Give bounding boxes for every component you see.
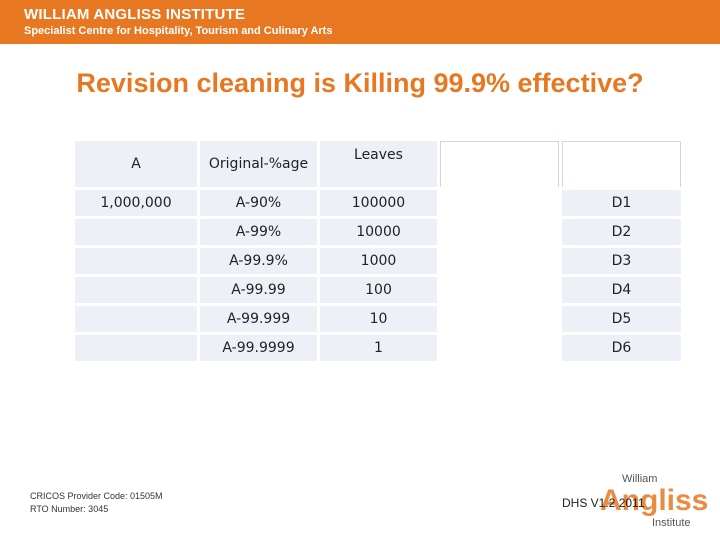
table-cell: D6 [562,335,681,361]
table-row: A-99.999 10 D5 [75,306,681,332]
table-row: A-99% 10000 D2 [75,219,681,245]
table-header-row: A Original-%age Leaves [75,141,681,187]
table-header-cell: A [75,141,197,187]
table-header-cell: Leaves [320,141,437,187]
table-cell [75,219,197,245]
table-cell [440,190,559,216]
table-cell: D1 [562,190,681,216]
cricos-code: CRICOS Provider Code: 01505M [30,491,163,501]
table-cell: 100000 [320,190,437,216]
table-cell: 100 [320,277,437,303]
table-cell: D3 [562,248,681,274]
table-row: A-99.99 100 D4 [75,277,681,303]
table-cell: D4 [562,277,681,303]
logo-middle-text: Angliss [600,484,708,517]
table-cell: D2 [562,219,681,245]
table-cell [440,335,559,361]
institute-name: WILLIAM ANGLISS INSTITUTE [24,6,246,23]
table-cell: 1,000,000 [75,190,197,216]
table-cell [75,335,197,361]
table-cell: A-90% [200,190,317,216]
version-label: DHS V1.2 2011 [562,496,645,510]
table-cell [75,306,197,332]
institute-tagline: Specialist Centre for Hospitality, Touri… [24,25,333,37]
table-cell [440,248,559,274]
table-cell: A-99.9999 [200,335,317,361]
logo-top-text: William [622,473,657,485]
table-row: A-99.9999 1 D6 [75,335,681,361]
data-table: A Original-%age Leaves 1,000,000 A-90% 1… [72,138,684,364]
table-cell: A-99.999 [200,306,317,332]
slide-title: Revision cleaning is Killing 99.9% effec… [76,68,644,98]
table-cell: A-99% [200,219,317,245]
table-header-cell [440,141,559,187]
table-cell [75,248,197,274]
table-cell: 10 [320,306,437,332]
table-cell [440,219,559,245]
header-banner: WILLIAM ANGLISS INSTITUTE Specialist Cen… [0,0,720,44]
logo-bottom-text: Institute [652,517,691,529]
table-cell: 10000 [320,219,437,245]
table-cell [440,277,559,303]
william-angliss-logo: William Angliss Institute [600,473,708,529]
table-row: 1,000,000 A-90% 100000 D1 [75,190,681,216]
table-cell: A-99.99 [200,277,317,303]
table-row: A-99.9% 1000 D3 [75,248,681,274]
table-cell: 1 [320,335,437,361]
footer-provider-info: CRICOS Provider Code: 01505M RTO Number:… [30,490,163,516]
table-header-cell [562,141,681,187]
table-cell [75,277,197,303]
table-cell [440,306,559,332]
rto-number: RTO Number: 3045 [30,504,109,514]
table-cell: D5 [562,306,681,332]
table-cell: A-99.9% [200,248,317,274]
table-header-cell: Original-%age [200,141,317,187]
table-cell: 1000 [320,248,437,274]
